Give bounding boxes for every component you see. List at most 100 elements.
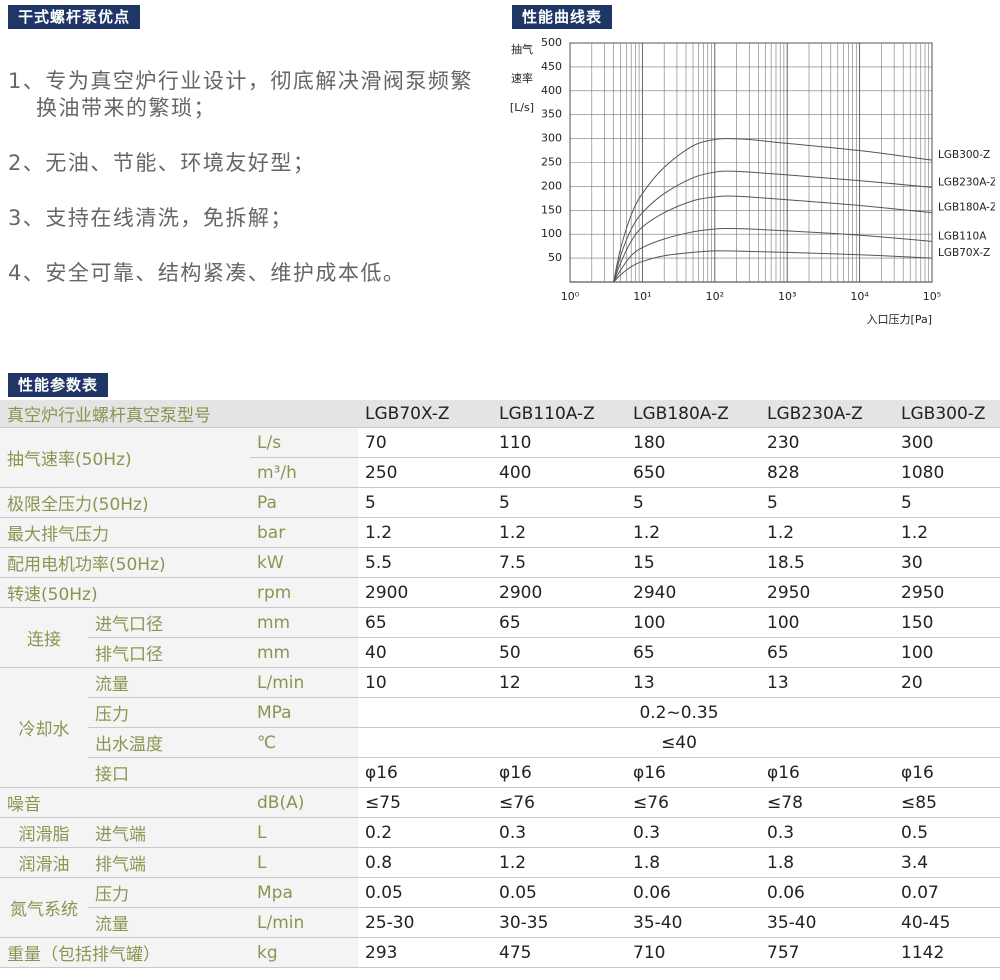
value-cell: 1.8	[760, 847, 895, 878]
value-cell: 3.4	[894, 847, 1000, 878]
row-label: 润滑油	[0, 847, 88, 878]
row-label: 噪音	[0, 787, 250, 818]
sub-label: 流量	[88, 667, 250, 698]
table-row: 配用电机功率(50Hz) kW 5.5 7.5 15 18.5 30	[0, 547, 1000, 578]
value-cell: 1080	[894, 457, 1000, 488]
row-label: 转速(50Hz)	[0, 577, 250, 608]
sub-label: 接口	[88, 757, 250, 788]
value-cell: 2900	[358, 577, 493, 608]
series-label: LGB230A-Z	[938, 176, 995, 188]
y-tick-label: 300	[541, 132, 562, 145]
sub-label: 进气口径	[88, 607, 250, 638]
sub-label: 压力	[88, 877, 250, 908]
value-cell: 0.06	[626, 877, 761, 908]
value-cell: 710	[626, 937, 761, 968]
advantage-item: 4、安全可靠、结构紧凑、维护成本低。	[8, 261, 406, 285]
model-cell: LGB70X-Z	[358, 400, 493, 428]
table-row: 润滑脂 进气端 L 0.2 0.3 0.3 0.3 0.5	[0, 817, 1000, 848]
value-cell: 110	[492, 427, 627, 458]
value-cell: 5	[626, 487, 761, 518]
table-row: 流量 L/min 25-30 30-35 35-40 35-40 40-45	[0, 907, 1000, 938]
table-row: 氮气系统 压力 Mpa 0.05 0.05 0.06 0.06 0.07	[0, 877, 1000, 938]
y-tick-label: 250	[541, 156, 562, 169]
value-cell: 13	[626, 667, 761, 698]
row-label: 最大排气压力	[0, 517, 250, 548]
value-cell: 0.05	[358, 877, 493, 908]
value-cell: 12	[492, 667, 627, 698]
table-row: 最大排气压力 bar 1.2 1.2 1.2 1.2 1.2	[0, 517, 1000, 548]
unit-cell: kg	[250, 937, 359, 968]
advantage-item: 1、专为真空炉行业设计，彻底解决滑阀泵频繁换油带来的繁琐；	[8, 69, 473, 120]
advantage-item: 3、支持在线清洗，免拆解；	[8, 206, 293, 230]
sub-label: 排气端	[88, 847, 250, 878]
chart-title: 性能曲线表	[512, 5, 613, 29]
x-tick-label: 10³	[778, 290, 796, 303]
curve	[613, 138, 933, 283]
table-row: 出水温度 ℃ ≤40	[0, 727, 1000, 758]
value-cell: 1.2	[760, 517, 895, 548]
table-row: 压力 MPa 0.2~0.35	[0, 697, 1000, 728]
row-label: 冷却水	[0, 667, 88, 788]
row-label: 连接	[0, 607, 88, 668]
unit-cell: rpm	[250, 577, 359, 608]
value-cell: 65	[760, 637, 895, 668]
value-cell: ≤85	[894, 787, 1000, 818]
x-tick-label: 10²	[706, 290, 724, 303]
value-cell: φ16	[626, 757, 761, 788]
value-cell: 35-40	[760, 907, 895, 938]
curve	[613, 195, 933, 283]
value-cell: 0.5	[894, 817, 1000, 848]
row-label: 极限全压力(50Hz)	[0, 487, 250, 518]
series-label: LGB110A	[938, 230, 987, 242]
unit-cell: MPa	[250, 697, 359, 728]
spec-table: 真空炉行业螺杆真空泵型号 LGB70X-Z LGB110A-Z LGB180A-Z LG…	[0, 400, 1000, 968]
value-cell: 2950	[760, 577, 895, 608]
value-cell: 5	[760, 487, 895, 518]
value-cell: 180	[626, 427, 761, 458]
value-cell: 25-30	[358, 907, 493, 938]
x-tick-label: 10¹	[633, 290, 651, 303]
value-cell: 1142	[894, 937, 1000, 968]
value-cell: 40	[358, 637, 493, 668]
model-cell: LGB230A-Z	[760, 400, 895, 428]
y-axis-label: 速率	[511, 71, 533, 85]
value-cell: 0.3	[626, 817, 761, 848]
value-cell: φ16	[760, 757, 895, 788]
value-cell: 1.2	[492, 847, 627, 878]
value-cell: 10	[358, 667, 493, 698]
unit-cell: ℃	[250, 727, 359, 758]
unit-cell: L/min	[250, 667, 359, 698]
value-cell: ≤40	[358, 727, 1000, 758]
series-label: LGB300-Z	[938, 149, 990, 161]
unit-cell: mm	[250, 607, 359, 638]
sub-label: 进气端	[88, 817, 250, 848]
sub-label: 排气口径	[88, 637, 250, 668]
unit-cell	[250, 757, 359, 788]
table-row: 润滑油 排气端 L 0.8 1.2 1.8 1.8 3.4	[0, 847, 1000, 878]
value-cell: 300	[894, 427, 1000, 458]
series-label: LGB180A-Z	[938, 202, 995, 214]
x-tick-label: 10⁴	[850, 290, 869, 303]
table-row: 噪音 dB(A) ≤75 ≤76 ≤76 ≤78 ≤85	[0, 787, 1000, 818]
value-cell: 20	[894, 667, 1000, 698]
value-cell: 0.06	[760, 877, 895, 908]
chart: 50 100 150 200 250 300 350 400 450 500 10⁰ 10¹ 10² 10…	[510, 36, 995, 326]
unit-cell: Mpa	[250, 877, 359, 908]
unit-cell: L/s	[250, 427, 359, 458]
section-title: 干式螺杆泵优点	[8, 5, 141, 29]
value-cell: 757	[760, 937, 895, 968]
table-row: 转速(50Hz) rpm 2900 2900 2940 2950 2950	[0, 577, 1000, 608]
value-cell: ≤78	[760, 787, 895, 818]
x-tick-label: 10⁰	[561, 290, 580, 303]
value-cell: 7.5	[492, 547, 627, 578]
value-cell: 2950	[894, 577, 1000, 608]
value-cell: φ16	[492, 757, 627, 788]
unit-cell: bar	[250, 517, 359, 548]
unit-cell: L/min	[250, 907, 359, 938]
y-tick-label: 450	[541, 60, 562, 73]
unit-cell: dB(A)	[250, 787, 359, 818]
unit-cell: m³/h	[250, 457, 359, 488]
row-label: 重量（包括排气罐）	[0, 937, 250, 968]
value-cell: 65	[358, 607, 493, 638]
